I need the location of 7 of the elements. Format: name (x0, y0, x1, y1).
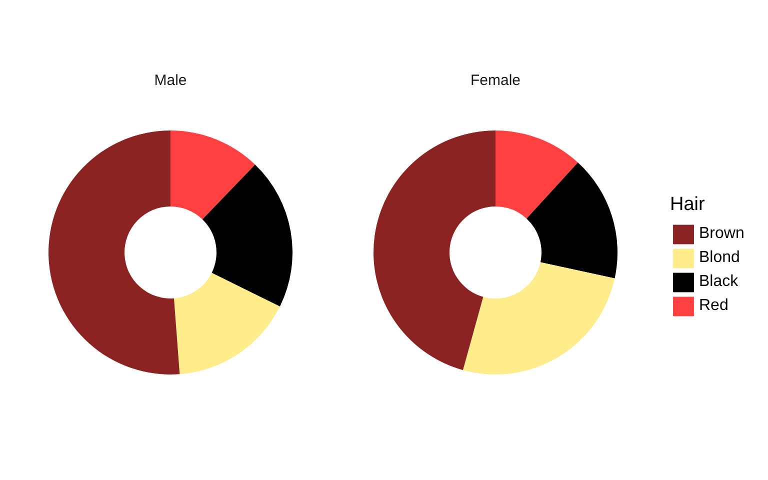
slice-label: Female (470, 72, 521, 89)
legend-label: Red (699, 296, 728, 316)
legend-label: Blond (699, 248, 740, 268)
slice-label: Male (154, 72, 187, 89)
legend-label: Black (699, 272, 738, 292)
legend-label: Brown (699, 224, 744, 244)
legend-title: Hair (670, 194, 706, 216)
